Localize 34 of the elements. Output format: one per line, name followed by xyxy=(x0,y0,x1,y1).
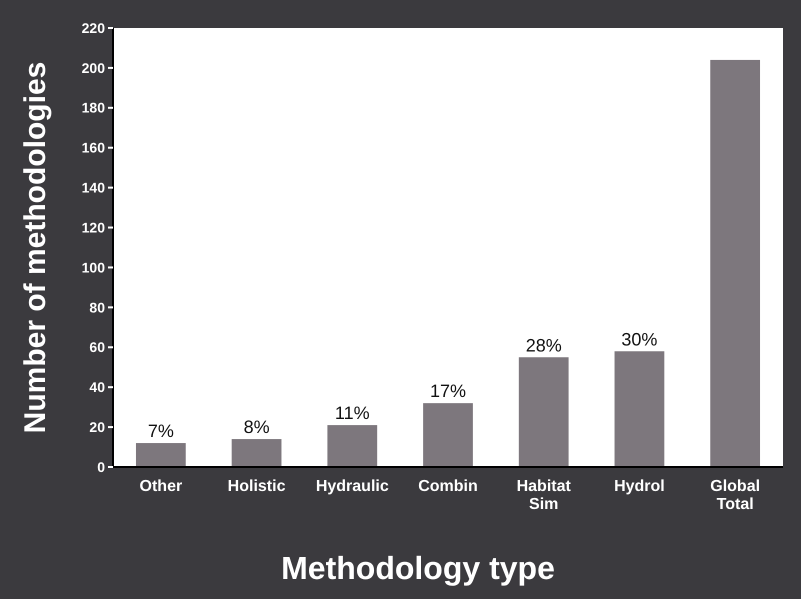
y-tick-label: 160 xyxy=(82,140,106,156)
bar xyxy=(423,403,473,467)
annotation: 8% xyxy=(244,417,270,438)
x-tick-label: Other xyxy=(140,478,182,495)
x-tick-label: Global Total xyxy=(710,478,760,513)
x-tick-label: Holistic xyxy=(228,478,286,495)
y-tick-label: 20 xyxy=(89,418,106,435)
bar xyxy=(614,351,664,467)
annotation: 28% xyxy=(526,335,562,356)
annotation: 17% xyxy=(430,381,466,402)
y-tick-label: 80 xyxy=(89,299,106,316)
annotation: 30% xyxy=(621,329,658,350)
annotation: 11% xyxy=(334,403,370,424)
bar xyxy=(136,443,186,467)
annotation: 7% xyxy=(148,421,174,442)
x-tick-label: Hydraulic xyxy=(316,478,389,495)
y-tick-label: 100 xyxy=(82,259,106,276)
y-tick-label: 0 xyxy=(97,458,106,475)
x-tick-label: Combin xyxy=(418,478,478,495)
bar xyxy=(518,357,569,467)
y-tick-label: 220 xyxy=(82,20,106,36)
x-axis-title: Methodology type xyxy=(281,550,555,586)
bar xyxy=(327,425,378,467)
y-tick-label: 120 xyxy=(82,219,106,236)
x-tick-label: Habitat Sim xyxy=(516,478,572,513)
y-tick-label: 40 xyxy=(89,379,106,396)
y-tick-label: 200 xyxy=(82,60,106,76)
x-tick-label: Hydrol xyxy=(614,478,665,495)
y-axis-title: Number of methodologies xyxy=(19,62,52,434)
y-tick-label: 180 xyxy=(82,100,106,116)
bar xyxy=(232,439,282,467)
y-tick-label: 140 xyxy=(82,180,106,196)
bar xyxy=(710,60,760,467)
y-tick-label: 60 xyxy=(89,339,106,356)
